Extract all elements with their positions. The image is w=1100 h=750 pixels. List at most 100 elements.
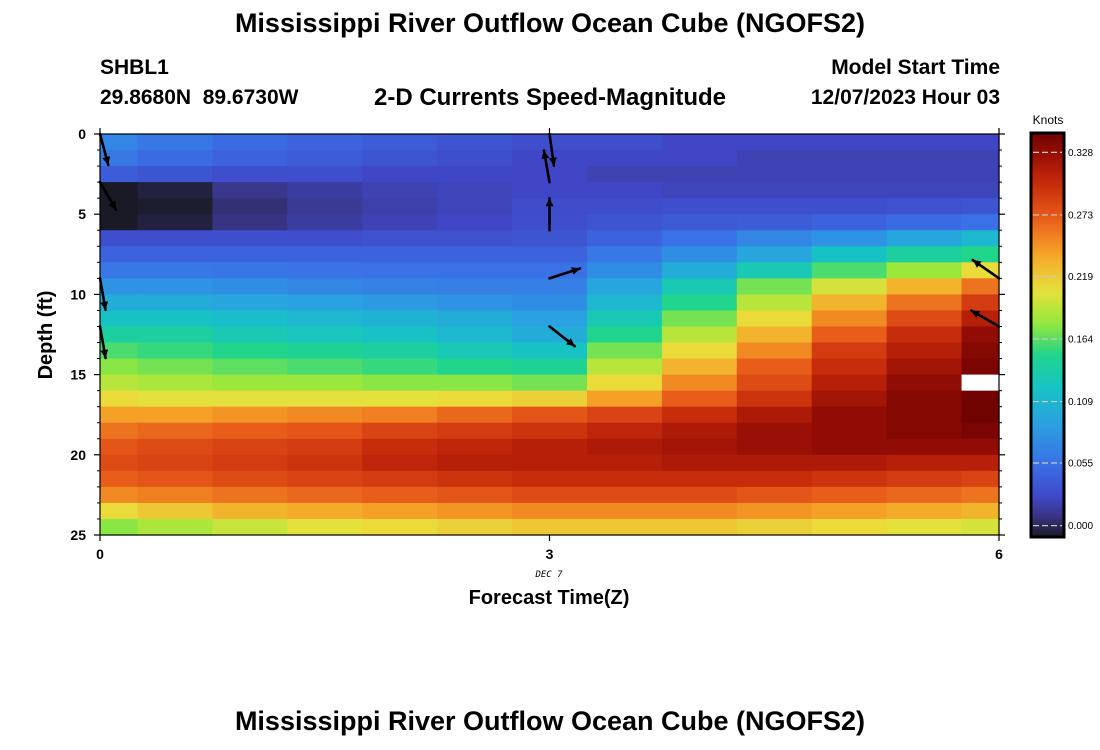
colorbar-tick-label: 0.055 (1068, 459, 1093, 470)
heatmap-cell (100, 230, 139, 247)
heatmap-cell (287, 518, 363, 536)
heatmap-cell (100, 182, 139, 199)
heatmap-cell (137, 230, 213, 247)
heatmap-cell (287, 310, 363, 328)
heatmap-cell (811, 470, 888, 488)
heatmap-cell (586, 486, 663, 504)
heatmap-cell (736, 198, 813, 215)
heatmap-cell (100, 310, 139, 328)
heatmap-cell (100, 134, 139, 151)
heatmap-cell (362, 278, 438, 295)
heatmap-cell (886, 246, 963, 263)
heatmap-cell (586, 502, 663, 520)
heatmap-cell (961, 438, 1000, 456)
current-vector (548, 132, 557, 167)
heatmap-cell (886, 406, 963, 424)
heatmap-cell (100, 294, 139, 312)
heatmap-cell (212, 502, 288, 520)
vector-head (541, 150, 550, 160)
heatmap-cell (586, 294, 663, 312)
current-vector (971, 258, 1001, 280)
heatmap-cell (661, 422, 738, 440)
heatmap-cell (586, 326, 663, 344)
heatmap-cell (362, 390, 438, 408)
heatmap-cell (661, 390, 738, 408)
x-tick-label: 6 (995, 546, 1003, 562)
heatmap-cell (437, 342, 513, 360)
heatmap-cell (437, 518, 513, 536)
heatmap-cell (512, 326, 588, 344)
heatmap-cell (212, 214, 288, 231)
heatmap-cell (661, 182, 738, 199)
heatmap-cell (961, 422, 1000, 440)
vector-head (102, 156, 111, 165)
heatmap-cell (212, 454, 288, 472)
y-tick-label: 15 (70, 367, 86, 383)
heatmap-cell (736, 518, 813, 536)
heatmap-cell (287, 390, 363, 408)
colorbar-tick-label: 0.164 (1068, 334, 1093, 345)
heatmap-cell (362, 310, 438, 328)
heatmap-cell (811, 310, 888, 328)
heatmap-cell (100, 150, 139, 167)
current-vector (541, 149, 551, 184)
heatmap-cell (736, 294, 813, 312)
heatmap-cell (362, 470, 438, 488)
current-vector (548, 325, 577, 348)
vector-head (548, 157, 557, 166)
heatmap-cell (287, 358, 363, 376)
colorbar-tick-label: 0.219 (1068, 272, 1093, 283)
heatmap-cell (961, 230, 1000, 247)
heatmap-cell (137, 470, 213, 488)
colorbar-tick-label: 0.328 (1068, 148, 1093, 159)
heatmap-cell (512, 166, 588, 183)
heatmap-cell (362, 342, 438, 360)
vector-head (545, 198, 554, 207)
heatmap-cell (811, 262, 888, 279)
heatmap-cell (811, 358, 888, 376)
y-tick-label: 20 (70, 447, 86, 463)
heatmap-cell (886, 214, 963, 231)
heatmap-cell (886, 470, 963, 488)
heatmap-cells (100, 134, 1000, 536)
heatmap-cell (362, 294, 438, 312)
heatmap-cell (586, 214, 663, 231)
heatmap-cell (212, 374, 288, 392)
heatmap-cell (736, 134, 813, 151)
heatmap-cell (512, 390, 588, 408)
heatmap-cell (811, 406, 888, 424)
heatmap-cell (586, 374, 663, 392)
heatmap-cell (736, 150, 813, 167)
heatmap-cell (736, 470, 813, 488)
colorbar-gradient (1029, 131, 1066, 539)
vector-head (971, 310, 981, 318)
current-vector (545, 196, 554, 232)
date-label: DEC 7 (534, 570, 563, 580)
heatmap-cell (100, 390, 139, 408)
current-vector (548, 267, 582, 280)
y-tick-label: 0 (78, 126, 86, 142)
heatmap-cell (886, 182, 963, 199)
heatmap-cell (811, 454, 888, 472)
current-vector (969, 309, 1001, 328)
heatmap-cell (886, 278, 963, 295)
y-tick-label: 25 (70, 527, 86, 543)
heatmap-cell (811, 150, 888, 167)
heatmap-cell (811, 390, 888, 408)
heatmap-cell (212, 278, 288, 295)
heatmap-cell (886, 310, 963, 328)
x-tick-label: 3 (546, 546, 554, 562)
heatmap-cell (736, 262, 813, 279)
current-vector (98, 277, 109, 312)
heatmap-cell (212, 166, 288, 183)
heatmap-cell (811, 342, 888, 360)
heatmap-cell (512, 342, 588, 360)
heatmap-cell (437, 358, 513, 376)
heatmap-cell (137, 502, 213, 520)
heatmap-cell (287, 454, 363, 472)
heatmap-cell (886, 438, 963, 456)
heatmap-cell (287, 374, 363, 392)
heatmap-cell (961, 454, 1000, 472)
model-start-label: Model Start Time (831, 56, 1000, 79)
heatmap-cell (512, 278, 588, 295)
